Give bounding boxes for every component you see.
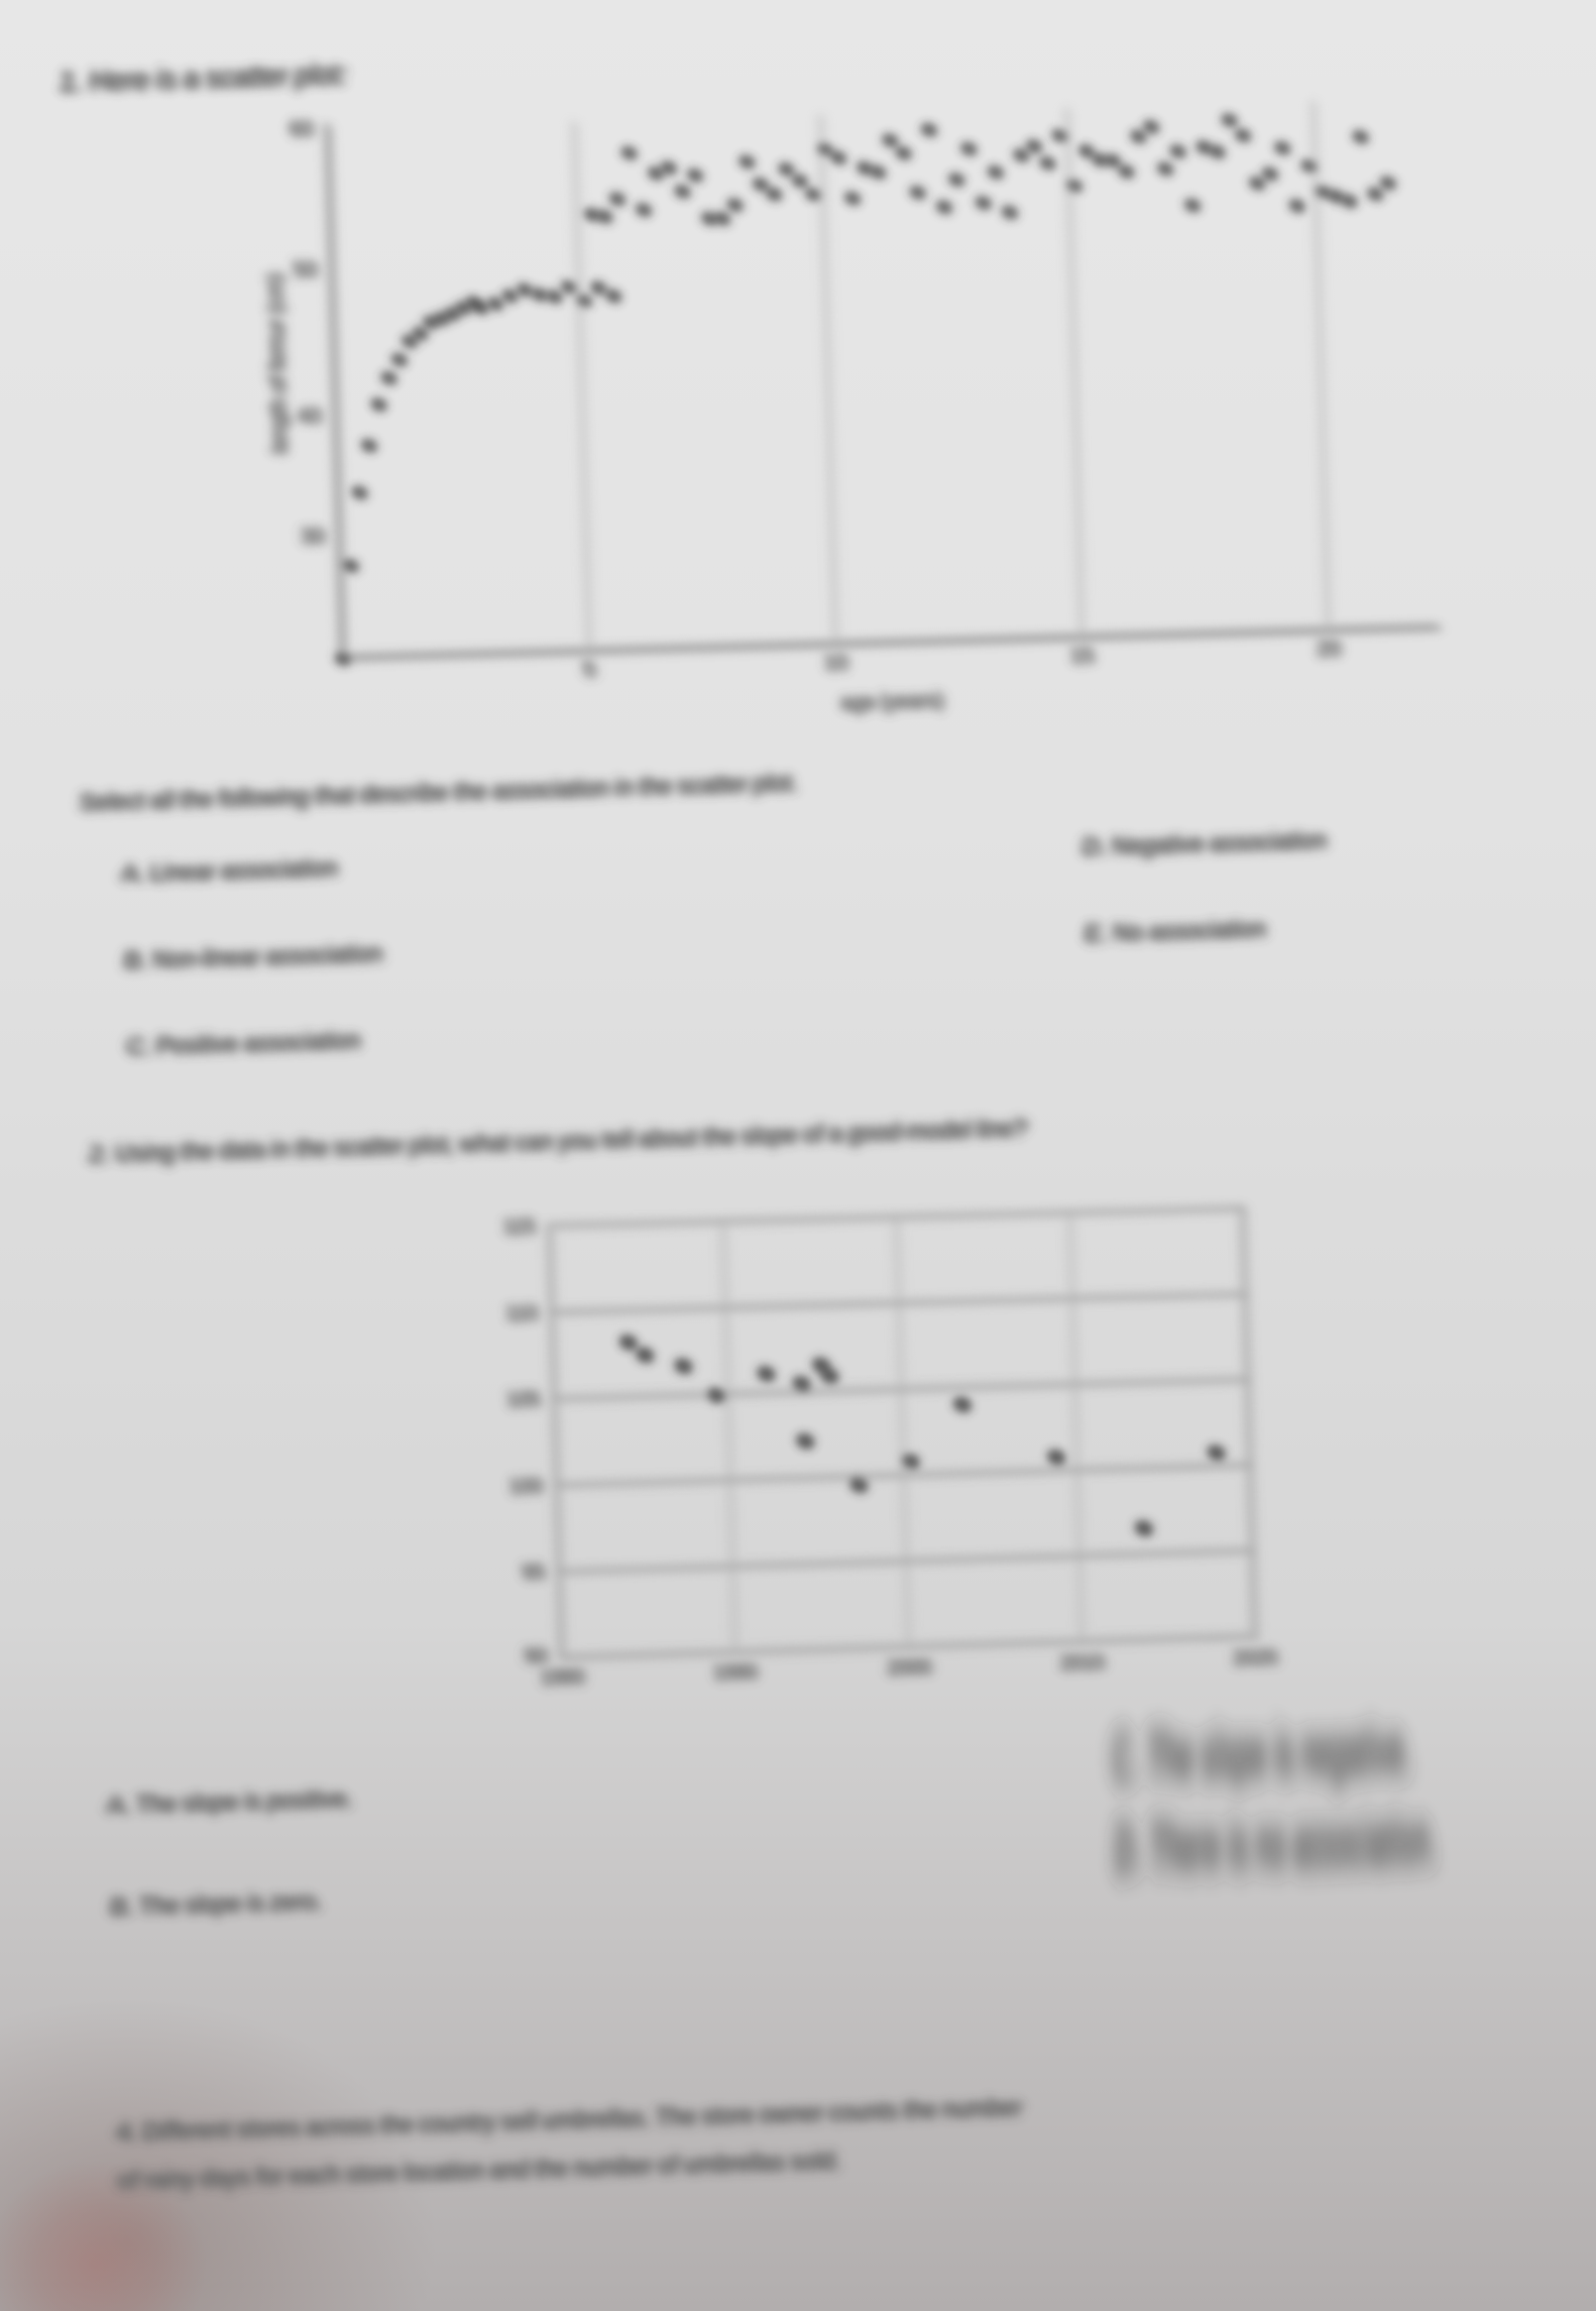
svg-text:length of femur (cm): length of femur (cm) [265,273,291,453]
svg-text:60: 60 [290,118,313,141]
svg-text:100: 100 [510,1476,542,1498]
svg-text:110: 110 [507,1303,537,1325]
svg-text:30: 30 [301,525,324,548]
svg-text:10: 10 [825,652,848,675]
svg-text:95: 95 [522,1562,544,1584]
svg-text:1990: 1990 [714,1663,756,1684]
svg-text:2000: 2000 [888,1658,931,1679]
svg-text:2020: 2020 [1234,1648,1277,1670]
svg-text:20: 20 [1317,638,1340,661]
svg-text:15: 15 [1071,645,1093,668]
svg-text:age (years): age (years) [842,690,944,715]
svg-text:2010: 2010 [1061,1653,1103,1675]
svg-text:115: 115 [504,1216,534,1238]
svg-text:50: 50 [294,259,317,282]
svg-text:1980: 1980 [541,1668,584,1689]
svg-text:40: 40 [298,405,321,428]
svg-text:90: 90 [525,1646,547,1668]
svg-text:5: 5 [584,659,596,681]
svg-text:105: 105 [508,1390,540,1412]
